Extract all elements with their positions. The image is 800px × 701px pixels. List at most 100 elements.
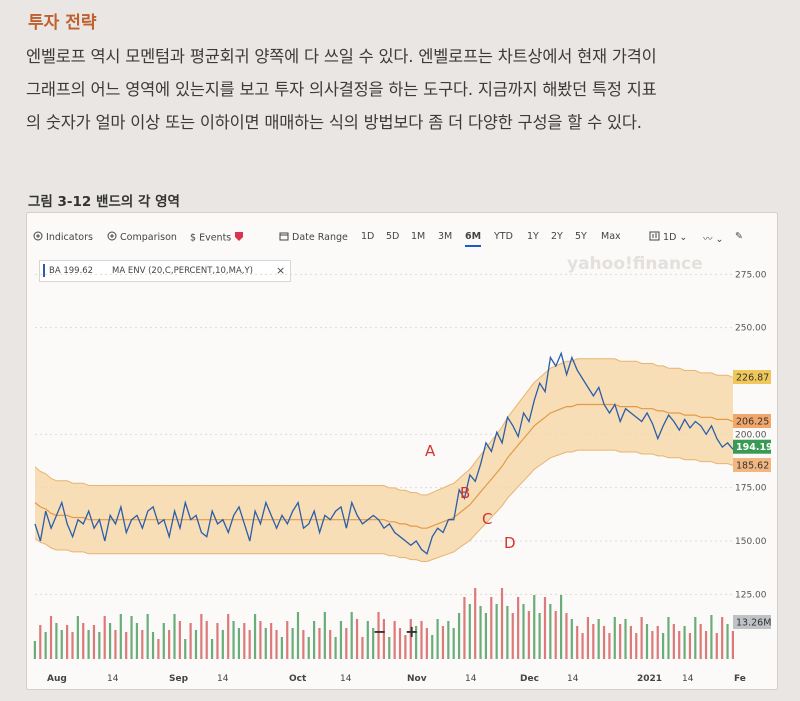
y-tick-label: 150.00 [735, 537, 767, 547]
volume-bar [688, 633, 692, 659]
volume-bar [350, 612, 353, 659]
x-tick-label: Nov [407, 674, 427, 684]
volume-bar [651, 631, 654, 659]
volume-bar [302, 630, 305, 659]
volume-bar [619, 624, 622, 659]
volume-bar [694, 617, 697, 659]
x-tick-label: 14 [107, 674, 119, 684]
volume-bar [721, 617, 724, 659]
volume-bar [538, 613, 541, 659]
volume-bar [704, 631, 708, 659]
volume-bar [581, 633, 584, 659]
volume-bar [479, 606, 482, 659]
volume-bar [506, 606, 509, 659]
volume-bar [431, 635, 434, 659]
date-range-button[interactable]: Date Range [279, 231, 348, 244]
volume-bar [205, 621, 208, 659]
section-heading: 투자 전략 [28, 13, 97, 33]
interval-select[interactable]: 1D ⌄ [649, 231, 687, 244]
volume-bar [253, 614, 257, 659]
x-tick-label: Sep [169, 674, 189, 684]
volume-bar [76, 616, 79, 659]
volume-bar [119, 614, 122, 659]
legend-bar: BA 199.62 MA ENV (20,C,PERCENT,10,MA,Y) … [39, 260, 291, 282]
volume-bar [608, 633, 611, 659]
volume-bar [146, 614, 149, 659]
volume-bar [33, 641, 36, 659]
volume-tag-label: 13.26M [736, 618, 771, 629]
volume-bar [393, 621, 396, 659]
envelope-upper-line [34, 358, 734, 496]
chart-toolbar: Indicators Comparison $ Events Date Rang… [27, 227, 777, 247]
range-1m[interactable]: 1M [411, 231, 426, 242]
volume-bar [522, 604, 525, 659]
price-tag-label: 226.87 [736, 373, 769, 384]
dollar-icon: $ [190, 232, 197, 244]
volume-bar [189, 623, 192, 659]
chevron-down-icon: ⌄ [715, 234, 724, 245]
volume-bar [248, 630, 251, 659]
range-5d[interactable]: 5D [386, 231, 400, 242]
volume-bar [162, 623, 165, 659]
indicators-button[interactable]: Indicators [33, 231, 93, 244]
price-tag [733, 458, 771, 473]
volume-bar [49, 616, 53, 659]
volume-bar [108, 623, 112, 659]
volume-bar [726, 624, 729, 659]
range-3m[interactable]: 3M [438, 231, 453, 242]
volume-bar [710, 615, 713, 659]
volume-bar [715, 633, 718, 659]
paragraph-line: 그래프의 어느 영역에 있는지를 보고 투자 의사결정을 하는 도구다. 지금까… [26, 80, 657, 99]
volume-bar [409, 619, 412, 659]
volume-bar [415, 626, 418, 659]
volume-bar [275, 630, 278, 659]
range-1y[interactable]: 1Y [527, 231, 539, 242]
volume-bar [586, 617, 590, 659]
range-ytd[interactable]: YTD [494, 231, 513, 242]
volume-bar [662, 633, 665, 659]
moving-average-line [34, 403, 734, 529]
price-tag [733, 439, 771, 454]
x-tick-label: Dec [520, 674, 539, 684]
volume-bar [355, 619, 359, 659]
x-tick-label: 14 [217, 674, 229, 684]
price-chart: yahoo!finance − +275.00 250.00 200.00 175.00 1… [33, 254, 773, 684]
volume-bar [565, 613, 568, 659]
range-2y[interactable]: 2Y [551, 231, 563, 242]
region-label-d: D [504, 534, 516, 552]
events-button[interactable]: $ Events [190, 231, 244, 245]
close-icon[interactable]: × [276, 264, 286, 277]
paragraph-line: 엔벨로프 역시 모멘텀과 평균회귀 양쪽에 다 쓰일 수 있다. 엔벨로프는 차… [26, 47, 657, 66]
volume-bar [549, 604, 552, 659]
volume-bar [468, 604, 471, 659]
region-label-c: C [482, 510, 492, 528]
range-1d[interactable]: 1D [361, 231, 375, 242]
events-label: Events [199, 232, 232, 244]
x-tick-label: Oct [289, 674, 307, 684]
draw-button[interactable]: ✎ [735, 231, 743, 242]
volume-bar [576, 626, 579, 659]
chart-type-button[interactable]: 〰 ⌄ [703, 231, 724, 245]
range-max[interactable]: Max [601, 231, 621, 242]
price-tag [733, 414, 771, 428]
comparison-label: Comparison [120, 232, 177, 243]
price-tag-label: 206.25 [736, 417, 769, 428]
price-tag [733, 370, 771, 385]
volume-bar [71, 632, 74, 659]
volume-bar [382, 619, 385, 659]
price-line [34, 351, 734, 555]
calendar-icon [279, 231, 289, 244]
volume-bar [39, 625, 42, 659]
range-6m[interactable]: 6M [465, 231, 482, 247]
pencil-icon: ✎ [735, 231, 743, 242]
range-5y[interactable]: 5Y [575, 231, 587, 242]
comparison-button[interactable]: Comparison [107, 231, 177, 244]
volume-bar [66, 625, 69, 659]
indicator-label[interactable]: MA ENV (20,C,PERCENT,10,MA,Y) [112, 266, 253, 276]
indicators-label: Indicators [46, 232, 93, 243]
volume-bar [237, 628, 241, 659]
volume-bar [92, 625, 96, 659]
volume-bar [672, 624, 675, 659]
volume-bar [592, 624, 595, 659]
volume-bar [667, 617, 670, 659]
